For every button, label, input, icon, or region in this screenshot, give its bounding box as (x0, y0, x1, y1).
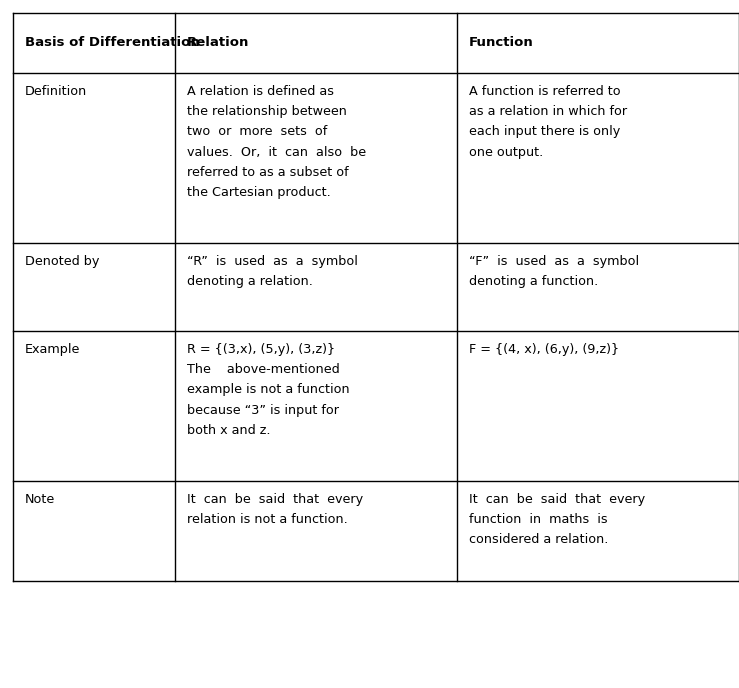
Text: The    above-mentioned: The above-mentioned (187, 363, 340, 376)
Text: It  can  be  said  that  every: It can be said that every (469, 493, 645, 506)
Text: “R”  is  used  as  a  symbol: “R” is used as a symbol (187, 255, 358, 268)
Text: denoting a relation.: denoting a relation. (187, 275, 313, 288)
Text: each input there is only: each input there is only (469, 125, 620, 138)
Text: both x and z.: both x and z. (187, 424, 270, 437)
Text: Relation: Relation (187, 36, 249, 50)
Text: referred to as a subset of: referred to as a subset of (187, 166, 349, 179)
Text: Note: Note (25, 493, 55, 506)
Text: Basis of Differentiation: Basis of Differentiation (25, 36, 200, 50)
Text: function  in  maths  is: function in maths is (469, 513, 607, 526)
Text: relation is not a function.: relation is not a function. (187, 513, 348, 526)
Text: denoting a function.: denoting a function. (469, 275, 599, 288)
Text: It  can  be  said  that  every: It can be said that every (187, 493, 363, 506)
Text: “F”  is  used  as  a  symbol: “F” is used as a symbol (469, 255, 639, 268)
Text: because “3” is input for: because “3” is input for (187, 404, 339, 416)
Text: F = {(4, x), (6,y), (9,z)}: F = {(4, x), (6,y), (9,z)} (469, 343, 619, 356)
Text: R = {(3,x), (5,y), (3,z)}: R = {(3,x), (5,y), (3,z)} (187, 343, 335, 356)
Text: Definition: Definition (25, 85, 87, 98)
Text: the relationship between: the relationship between (187, 105, 347, 118)
Text: example is not a function: example is not a function (187, 383, 350, 396)
Text: Denoted by: Denoted by (25, 255, 99, 268)
Text: as a relation in which for: as a relation in which for (469, 105, 627, 118)
Text: the Cartesian product.: the Cartesian product. (187, 186, 331, 199)
Text: A relation is defined as: A relation is defined as (187, 85, 334, 98)
Text: Example: Example (25, 343, 81, 356)
Text: one output.: one output. (469, 146, 543, 158)
Text: two  or  more  sets  of: two or more sets of (187, 125, 327, 138)
Text: values.  Or,  it  can  also  be: values. Or, it can also be (187, 146, 366, 158)
Text: considered a relation.: considered a relation. (469, 533, 608, 546)
Text: A function is referred to: A function is referred to (469, 85, 621, 98)
Text: Function: Function (469, 36, 534, 50)
